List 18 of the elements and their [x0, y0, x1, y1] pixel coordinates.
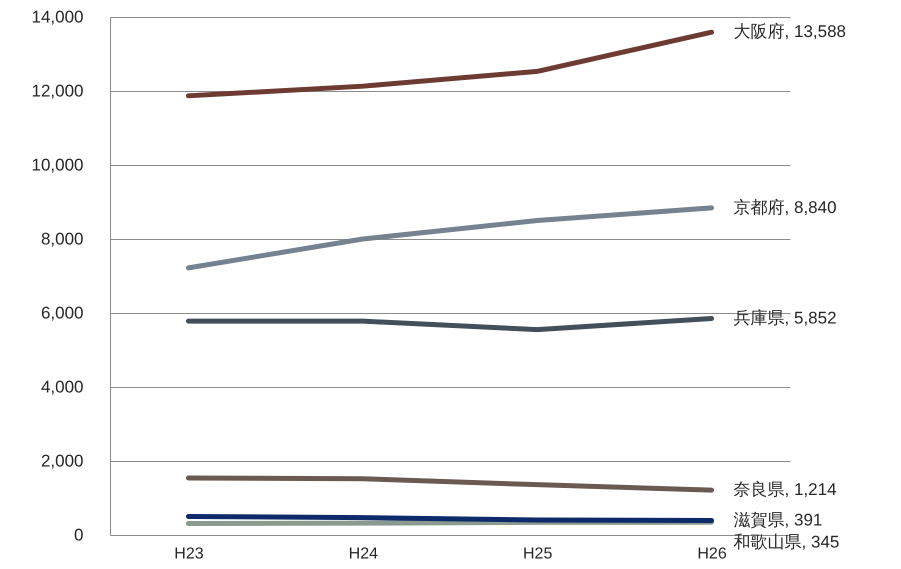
annotation: 京都府, 8,840 — [734, 198, 837, 217]
annotation: 和歌山県, 345 — [734, 532, 840, 552]
y-tick-label: 0 — [74, 526, 84, 544]
y-tick-label: 6,000 — [40, 304, 84, 322]
annotation: 奈良県, 1,214 — [734, 480, 837, 500]
y-tick-label: 8,000 — [40, 230, 84, 248]
x-tick-label: H25 — [523, 546, 552, 562]
annotation: 滋賀県, 391 — [734, 510, 822, 530]
y-tick-label: 2,000 — [40, 452, 84, 470]
y-tick-label: 10,000 — [32, 156, 84, 174]
x-tick-label: H24 — [348, 546, 378, 562]
y-tick-label: 12,000 — [32, 82, 84, 100]
y-tick-label: 14,000 — [32, 8, 84, 26]
annotation: 大阪府, 13,588 — [734, 22, 846, 42]
x-tick-label: H26 — [697, 546, 727, 562]
x-tick-label: H23 — [174, 546, 204, 562]
y-tick-label: 4,000 — [40, 378, 84, 396]
annotation: 兵庫県, 5,852 — [734, 308, 837, 328]
